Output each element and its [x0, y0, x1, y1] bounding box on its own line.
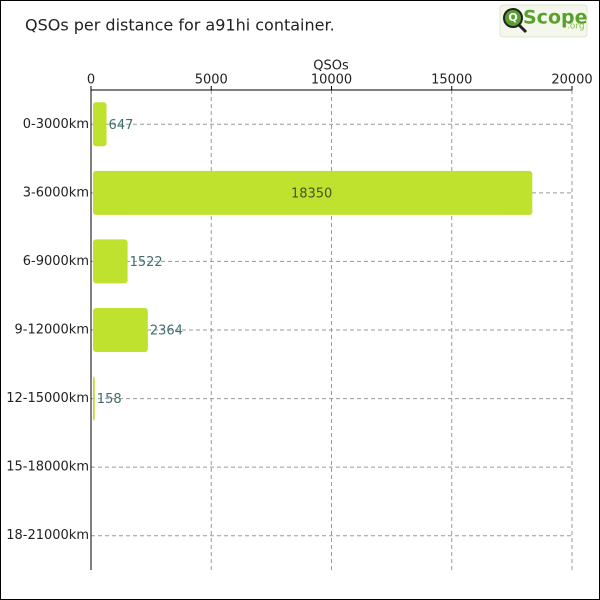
logo-suffix: .org — [567, 22, 585, 32]
logo-text: Scope — [523, 7, 588, 29]
data-label: 158 — [97, 392, 122, 407]
y-tick-label: 9-12000km — [14, 323, 89, 338]
x-tick-label: 15000 — [431, 73, 472, 88]
bar — [93, 376, 95, 421]
x-tick-label: 20000 — [551, 73, 592, 88]
y-tick-label: 6-9000km — [23, 254, 89, 269]
y-tick-label: 3-6000km — [23, 185, 89, 200]
bar — [93, 308, 148, 352]
x-tick-label: 0 — [87, 73, 95, 88]
y-tick-label: 0-3000km — [23, 117, 89, 132]
x-axis-label: QSOs — [313, 59, 349, 74]
data-label: 2364 — [150, 324, 183, 339]
logo: Q Scope .org — [499, 4, 588, 38]
logo-mark: Q — [508, 11, 517, 24]
data-label: 18350 — [291, 186, 332, 201]
x-tick-label: 10000 — [311, 73, 352, 88]
x-tick-label: 5000 — [195, 73, 228, 88]
chart-title: QSOs per distance for a91hi container. — [25, 16, 335, 35]
logo-handle — [517, 23, 528, 34]
y-tick-label: 15-18000km — [6, 460, 89, 475]
data-label: 1522 — [130, 255, 163, 270]
bar — [93, 102, 107, 147]
data-label: 647 — [109, 118, 134, 133]
bar — [93, 239, 128, 284]
logo-icon — [503, 8, 523, 28]
y-tick-label: 18-21000km — [6, 528, 89, 543]
bar — [93, 170, 533, 215]
y-tick-label: 12-15000km — [6, 391, 89, 406]
